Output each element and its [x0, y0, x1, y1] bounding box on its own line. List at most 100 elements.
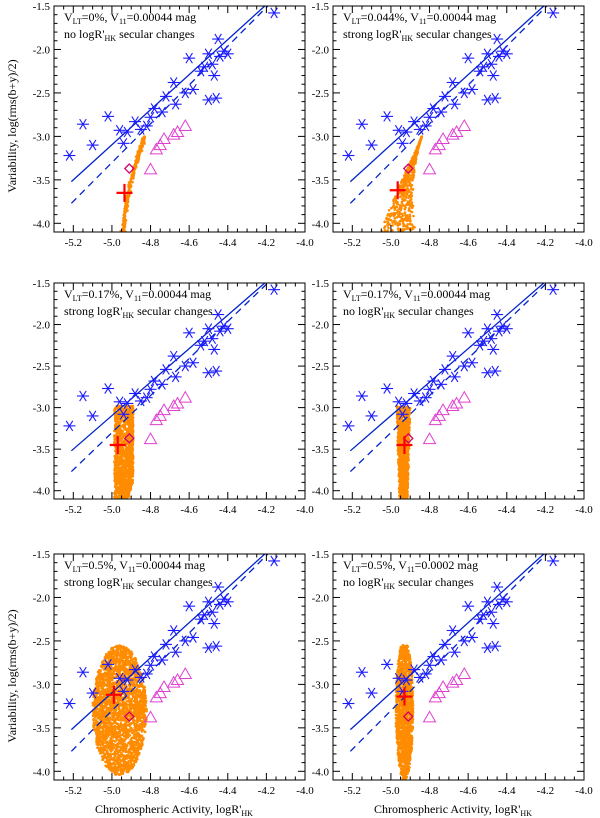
model-point	[140, 149, 144, 152]
star-stroke	[487, 333, 496, 345]
model-point	[122, 227, 126, 230]
star-stroke	[464, 52, 472, 64]
model-point	[405, 168, 409, 171]
x-tick-label: -4.2	[258, 504, 275, 516]
x-tick-label: -4.6	[459, 504, 477, 516]
model-point	[137, 157, 140, 161]
fit-line-solid	[70, 283, 266, 452]
x-tick-label: -5.0	[103, 237, 121, 249]
star-point	[167, 350, 180, 362]
model-point	[405, 424, 409, 428]
star-point	[408, 116, 421, 128]
model-point	[403, 427, 407, 430]
star-point	[202, 48, 215, 60]
model-point	[120, 462, 124, 466]
star-point	[435, 378, 448, 390]
model-point	[407, 457, 410, 461]
model-point	[400, 455, 403, 459]
star-point	[202, 367, 215, 379]
star-stroke	[429, 375, 438, 387]
fit-line-solid	[349, 283, 545, 452]
star-point	[396, 408, 409, 420]
model-point	[394, 222, 397, 226]
star-point	[400, 398, 413, 409]
star-stroke	[79, 390, 87, 402]
model-point	[409, 162, 413, 166]
model-point	[134, 155, 138, 159]
star-stroke	[115, 396, 124, 408]
star-point	[63, 150, 76, 161]
model-point	[401, 229, 405, 232]
panel-annotation-line2: strong logR'HK secular changes	[64, 304, 213, 320]
y-tick-label: -2.5	[33, 88, 51, 100]
star-point	[489, 92, 502, 104]
model-point	[397, 210, 400, 214]
model-point	[114, 457, 117, 460]
model-point	[126, 492, 130, 496]
star-stroke	[367, 139, 376, 151]
model-point	[400, 181, 403, 185]
star-stroke	[119, 137, 128, 149]
model-point	[137, 153, 141, 156]
x-tick-label: -5.2	[344, 504, 361, 516]
model-point	[132, 176, 135, 179]
star-stroke	[475, 339, 484, 351]
model-point	[120, 459, 124, 462]
triangle-point	[432, 408, 447, 421]
model-point	[121, 435, 124, 439]
model-point	[131, 462, 135, 465]
plot-area	[63, 554, 281, 776]
model-point	[140, 730, 144, 733]
model-point	[118, 455, 122, 459]
star-stroke	[115, 124, 124, 136]
triangle-point	[432, 138, 447, 151]
y-tick-label: -2.5	[312, 361, 330, 373]
model-point	[113, 449, 117, 453]
model-point	[406, 485, 410, 489]
model-point	[412, 214, 415, 218]
star-stroke	[499, 320, 507, 332]
model-cloud	[380, 135, 424, 232]
model-point	[131, 470, 134, 474]
model-point	[398, 215, 401, 218]
star-point	[446, 77, 459, 88]
model-point	[125, 446, 129, 449]
model-point	[406, 438, 410, 442]
y-tick-label: -3.5	[312, 175, 330, 187]
model-point	[126, 409, 130, 412]
star-point	[485, 58, 498, 70]
model-point	[403, 421, 406, 425]
model-point	[114, 484, 117, 487]
model-point	[124, 449, 128, 452]
star-point	[102, 383, 115, 394]
star-stroke	[503, 323, 511, 335]
model-point	[410, 194, 414, 198]
x-tick-label: -4.2	[537, 504, 554, 516]
model-point	[128, 184, 131, 188]
star-point	[102, 110, 115, 122]
fit-line-solid	[70, 6, 266, 183]
model-point	[400, 437, 403, 440]
model-point	[120, 488, 123, 492]
model-point	[405, 410, 409, 414]
star-stroke	[171, 371, 180, 383]
model-point	[411, 188, 415, 191]
model-point	[411, 158, 415, 162]
star-stroke	[214, 33, 222, 45]
star-stroke	[493, 33, 501, 45]
plot-area	[342, 283, 560, 499]
x-tick-label: -5.2	[65, 504, 82, 516]
star-point	[117, 408, 130, 420]
model-point	[118, 404, 121, 408]
star-point	[381, 383, 394, 394]
triangle-point	[428, 413, 443, 426]
star-stroke	[210, 344, 219, 355]
model-point	[129, 423, 132, 427]
model-point	[409, 223, 412, 226]
model-point	[404, 214, 407, 217]
model-point	[130, 444, 134, 447]
star-point	[500, 48, 513, 60]
model-point	[397, 463, 401, 467]
model-point	[127, 478, 130, 481]
model-point	[126, 422, 129, 426]
